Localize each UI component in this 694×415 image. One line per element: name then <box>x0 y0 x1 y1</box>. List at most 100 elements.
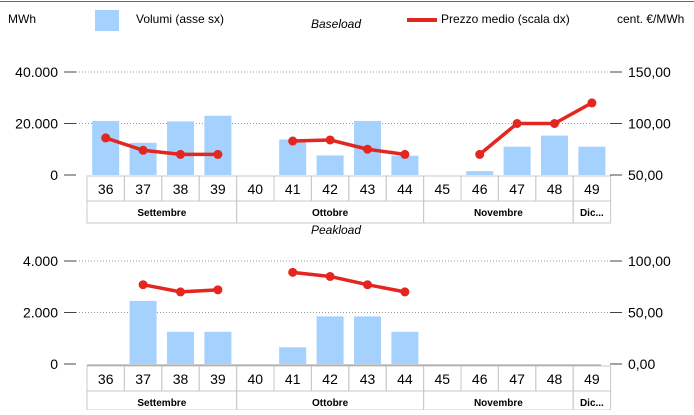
right-axis-tick-label: 150,00 <box>628 64 671 80</box>
volume-bar <box>503 146 531 175</box>
month-label: Novembre <box>474 208 523 219</box>
week-label: 41 <box>285 371 301 387</box>
left-axis-tick-label: 0 <box>50 356 58 372</box>
week-label: 44 <box>397 371 413 387</box>
volume-bar <box>578 146 606 175</box>
price-point <box>176 149 185 159</box>
right-axis-tick-label: 100,00 <box>628 116 671 132</box>
week-label: 36 <box>98 181 114 197</box>
legend-left-unit: MWh <box>8 12 36 26</box>
charts-layer: Baseload 0 20.000 40.000 50,00 100,00 150,00 36… <box>15 17 671 411</box>
price-point <box>176 287 185 297</box>
price-line <box>292 270 406 294</box>
price-point <box>213 285 223 295</box>
volume-bar <box>466 171 494 175</box>
month-label: Novembre <box>474 398 523 409</box>
week-label: 49 <box>584 371 600 387</box>
week-label: 46 <box>472 181 488 197</box>
volume-bar <box>167 331 194 364</box>
volume-bar <box>391 155 419 175</box>
week-label: 36 <box>98 371 114 387</box>
price-point <box>213 149 223 159</box>
chart-panel-baseload: Baseload 0 20.000 40.000 50,00 100,00 150,00 36… <box>15 17 671 224</box>
volume-bar <box>316 316 344 364</box>
volume-bar <box>167 121 194 175</box>
price-point <box>400 287 410 297</box>
volume-bar <box>391 331 419 364</box>
right-axis-tick-label: 100,00 <box>628 253 671 269</box>
volume-bar <box>204 115 232 175</box>
legend-volume-swatch <box>95 10 119 31</box>
chart-title: Peakload <box>311 223 361 237</box>
price-point <box>101 133 111 143</box>
price-point <box>288 136 298 146</box>
right-axis-tick-label: 50,00 <box>628 305 663 321</box>
volume-bar <box>92 120 120 175</box>
legend: MWh Volumi (asse sx) Prezzo medio (scala… <box>8 10 684 31</box>
right-axis-tick-label: 0,00 <box>628 356 655 372</box>
week-label: 48 <box>547 181 563 197</box>
legend-price-label: Prezzo medio (scala dx) <box>441 12 570 26</box>
volume-bar <box>279 347 307 364</box>
volume-bar <box>129 300 157 364</box>
week-label: 37 <box>135 371 151 387</box>
price-point <box>138 280 148 290</box>
price-point <box>138 145 148 155</box>
month-cell <box>572 200 612 224</box>
week-label: 42 <box>322 371 338 387</box>
week-label: 46 <box>472 371 488 387</box>
week-label: 39 <box>210 181 226 197</box>
week-label: 40 <box>248 371 264 387</box>
price-line <box>105 136 218 157</box>
week-label: 41 <box>285 181 301 197</box>
price-point <box>325 135 335 145</box>
price-point <box>475 149 485 159</box>
price-point <box>288 267 298 277</box>
week-label: 47 <box>509 371 525 387</box>
week-label: 45 <box>435 371 451 387</box>
left-axis-tick-label: 0 <box>50 167 58 183</box>
month-label: Dic... <box>580 208 604 219</box>
week-label: 39 <box>210 371 226 387</box>
volume-bar <box>204 331 232 364</box>
week-label: 38 <box>173 371 189 387</box>
left-axis-tick-label: 2.000 <box>23 305 58 321</box>
week-label: 40 <box>248 181 264 197</box>
right-axis-tick-label: 50,00 <box>628 167 663 183</box>
week-label: 38 <box>173 181 189 197</box>
legend-right-unit: cent. €/MWh <box>617 12 684 26</box>
left-axis-tick-label: 4.000 <box>23 253 58 269</box>
price-point <box>512 119 522 128</box>
volume-bar <box>316 155 344 175</box>
week-label: 49 <box>584 181 600 197</box>
price-point <box>363 280 372 290</box>
price-point <box>550 119 559 128</box>
price-point <box>587 98 597 108</box>
week-label: 45 <box>435 181 451 197</box>
legend-volume-label: Volumi (asse sx) <box>136 12 224 26</box>
left-axis-tick-label: 40.000 <box>15 64 58 80</box>
price-point <box>325 271 335 281</box>
week-label: 37 <box>135 181 151 197</box>
week-label: 47 <box>509 181 525 197</box>
volume-bar <box>541 135 568 175</box>
volume-bar <box>354 316 381 364</box>
month-label: Settembre <box>137 208 186 219</box>
week-label: 44 <box>397 181 413 197</box>
month-label: Settembre <box>137 398 186 409</box>
price-point <box>363 144 372 154</box>
chart-panel-peakload: Peakload 0 2.000 4.000 0,00 50,00 100,00 36 37 38… <box>23 223 671 411</box>
month-label: Dic... <box>580 398 604 409</box>
week-label: 43 <box>360 371 376 387</box>
left-axis-tick-label: 20.000 <box>15 116 58 132</box>
week-label: 48 <box>547 371 563 387</box>
price-line <box>292 138 406 157</box>
month-label: Ottobre <box>312 208 349 219</box>
price-line <box>478 101 593 156</box>
price-point <box>400 149 410 159</box>
week-label: 43 <box>360 181 376 197</box>
month-label: Ottobre <box>312 398 349 409</box>
chart-title: Baseload <box>311 17 361 31</box>
